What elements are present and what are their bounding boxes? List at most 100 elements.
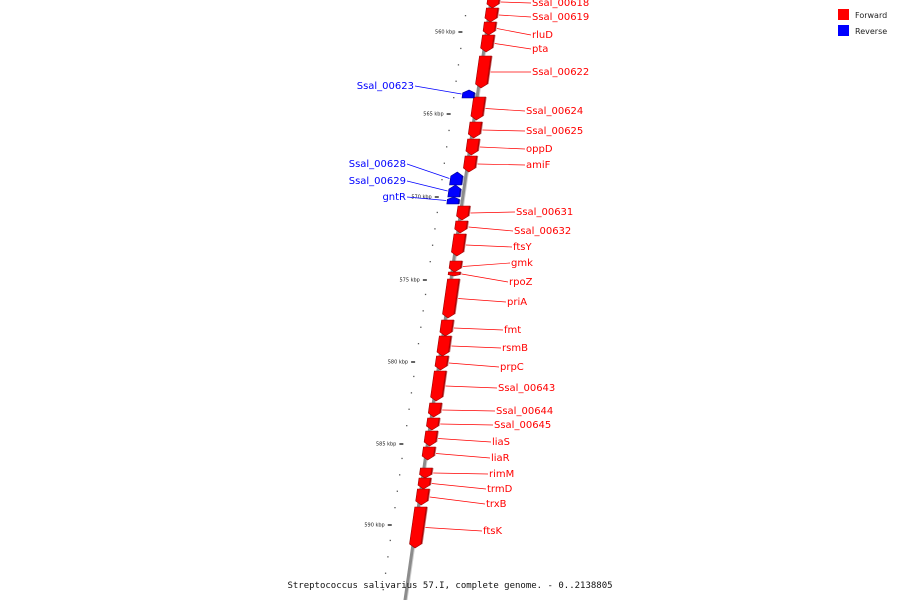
minor-tick: [401, 457, 403, 460]
gene-body: [439, 319, 454, 337]
legend: Forward Reverse: [838, 9, 887, 36]
forward-gene[interactable]: [465, 138, 481, 156]
forward-gene-label[interactable]: ftsY: [513, 242, 532, 253]
reverse-gene-label[interactable]: Ssal_00628: [349, 159, 406, 170]
forward-gene-label[interactable]: Ssal_00622: [532, 67, 589, 78]
forward-gene-label[interactable]: amiF: [526, 160, 551, 171]
gene-shade: [458, 188, 462, 198]
minor-ticks: [382, 15, 467, 591]
forward-gene[interactable]: [482, 21, 498, 36]
forward-gene-label[interactable]: Ssal_00632: [514, 226, 571, 237]
reverse-gene[interactable]: [447, 184, 462, 198]
forward-gene[interactable]: [409, 506, 428, 549]
forward-gene[interactable]: [480, 34, 496, 53]
forward-gene[interactable]: [423, 430, 439, 447]
minor-tick: [396, 490, 398, 492]
minor-tick: [431, 244, 434, 246]
gene-leader-line: [438, 438, 492, 443]
forward-gene-label[interactable]: Ssal_00643: [498, 383, 555, 394]
forward-gene-label[interactable]: oppD: [526, 144, 553, 155]
gene-shade: [474, 155, 479, 169]
minor-tick: [422, 310, 424, 312]
gene-body: [434, 355, 449, 371]
gene-body: [447, 271, 461, 277]
forward-gene-label[interactable]: trxB: [486, 499, 507, 510]
reverse-gene[interactable]: [449, 171, 464, 186]
forward-gene-label[interactable]: rimM: [489, 469, 514, 480]
minor-tick: [448, 129, 450, 132]
forward-gene[interactable]: [467, 121, 484, 139]
forward-gene[interactable]: [451, 233, 468, 257]
kbp-tick-label: 570 kbp: [411, 195, 431, 201]
reverse-gene-label[interactable]: Ssal_00623: [357, 81, 414, 92]
kbp-tick-label: 560 kbp: [435, 30, 455, 36]
forward-gene-label[interactable]: priA: [507, 297, 527, 308]
gene-leader-line: [461, 273, 509, 283]
minor-tick: [399, 474, 401, 476]
minor-tick: [408, 408, 410, 410]
forward-gene-label[interactable]: rsmB: [502, 343, 528, 354]
forward-gene[interactable]: [426, 417, 441, 431]
gene-leader-line: [477, 163, 526, 166]
forward-gene[interactable]: [442, 278, 461, 319]
minor-tick: [429, 261, 431, 263]
forward-gene-label[interactable]: Ssal_00625: [526, 126, 583, 137]
forward-gene[interactable]: [421, 446, 437, 461]
forward-gene-label[interactable]: fmt: [504, 325, 521, 336]
minor-tick: [410, 392, 413, 394]
forward-gene-label[interactable]: Ssal_00619: [532, 12, 589, 23]
reverse-gene[interactable]: [446, 196, 461, 205]
minor-tick: [441, 179, 443, 181]
forward-gene-label[interactable]: Ssal_00618: [532, 0, 589, 9]
forward-gene-label[interactable]: ftsK: [483, 526, 502, 537]
forward-gene[interactable]: [430, 370, 448, 402]
forward-gene-label[interactable]: prpC: [500, 362, 524, 373]
forward-gene-label[interactable]: rpoZ: [509, 277, 533, 288]
legend-forward-label: Forward: [855, 11, 887, 20]
forward-gene[interactable]: [475, 55, 493, 89]
forward-gene[interactable]: [470, 96, 487, 121]
gene-shade: [479, 121, 484, 135]
gene-shade: [445, 355, 450, 367]
gene-shade: [453, 278, 461, 315]
forward-gene-label[interactable]: Ssal_00644: [496, 406, 553, 417]
forward-gene[interactable]: [434, 355, 450, 371]
kbp-tick-label: 590 kbp: [364, 523, 384, 529]
forward-gene[interactable]: [415, 488, 431, 506]
forward-gene[interactable]: [484, 7, 500, 23]
forward-gene[interactable]: [447, 271, 462, 277]
forward-gene[interactable]: [448, 260, 464, 273]
gene-body: [470, 96, 486, 121]
forward-gene-label[interactable]: gmk: [511, 258, 533, 269]
gene-body: [486, 0, 500, 9]
reverse-gene[interactable]: [461, 89, 476, 99]
forward-gene-label[interactable]: liaR: [491, 453, 510, 464]
gene-leader-line: [433, 472, 489, 475]
gene-body: [436, 335, 452, 357]
forward-gene[interactable]: [454, 220, 469, 234]
forward-gene[interactable]: [417, 477, 433, 490]
kbp-tick-label: 575 kbp: [399, 278, 419, 284]
gene-shade: [493, 21, 498, 32]
forward-gene[interactable]: [419, 467, 434, 479]
forward-gene-label[interactable]: Ssal_00645: [494, 420, 551, 431]
minor-tick: [406, 425, 408, 427]
reverse-gene-label[interactable]: Ssal_00629: [349, 176, 406, 187]
forward-gene[interactable]: [436, 335, 453, 357]
gene-shade: [450, 319, 455, 333]
gene-body: [419, 467, 433, 479]
forward-gene-label[interactable]: Ssal_00631: [516, 207, 573, 218]
gene-body: [456, 205, 471, 221]
gene-leader-line: [470, 211, 516, 214]
forward-gene-label[interactable]: liaS: [492, 437, 510, 448]
reverse-gene-label[interactable]: gntR: [382, 192, 406, 203]
forward-gene[interactable]: [463, 155, 479, 173]
forward-gene-label[interactable]: Ssal_00624: [526, 106, 583, 117]
forward-gene[interactable]: [427, 402, 443, 418]
forward-gene-label[interactable]: pta: [532, 44, 548, 55]
forward-gene-label[interactable]: trmD: [487, 484, 513, 495]
forward-gene-label[interactable]: rluD: [532, 30, 553, 41]
forward-gene[interactable]: [486, 0, 501, 9]
forward-gene[interactable]: [439, 319, 455, 337]
forward-gene[interactable]: [456, 205, 472, 221]
